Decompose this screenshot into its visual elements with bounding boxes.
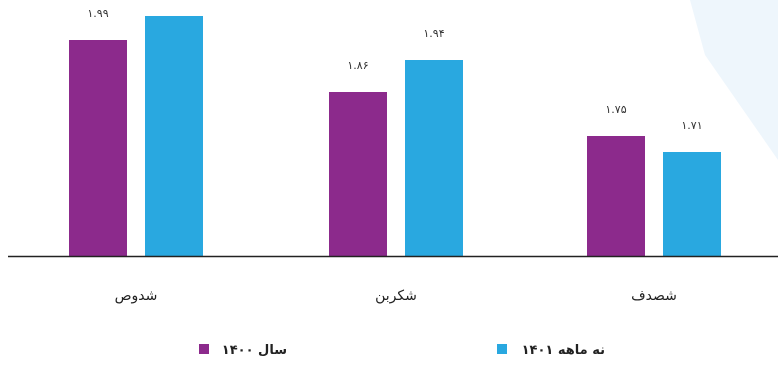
- data-label: ۱.۷۱: [681, 119, 702, 132]
- category-label: شدوص: [115, 288, 158, 304]
- bar-series1-1[interactable]: [329, 92, 387, 256]
- category-label: شکربن: [375, 288, 417, 304]
- legend-swatch-series1: [199, 344, 209, 354]
- data-label: ۱.۹۴: [423, 27, 444, 40]
- bar-series2-1[interactable]: [405, 60, 463, 256]
- legend-swatch-series2: [497, 344, 507, 354]
- category-label: شصدف: [631, 288, 677, 304]
- bar-series1-2[interactable]: [587, 136, 645, 256]
- legend-label-series1: سال ۱۴۰۰: [222, 343, 287, 358]
- bar-series2-2[interactable]: [663, 152, 721, 256]
- data-label: ۱.۹۹: [87, 7, 108, 20]
- bar-series2-0[interactable]: [145, 16, 203, 256]
- data-label: ۱.۸۶: [347, 59, 368, 72]
- legend-label-series2: نه ماهه ۱۴۰۱: [522, 343, 605, 358]
- background-decoration: [690, 0, 778, 160]
- bar-series1-0[interactable]: [69, 40, 127, 256]
- data-label: ۱.۷۵: [605, 103, 626, 116]
